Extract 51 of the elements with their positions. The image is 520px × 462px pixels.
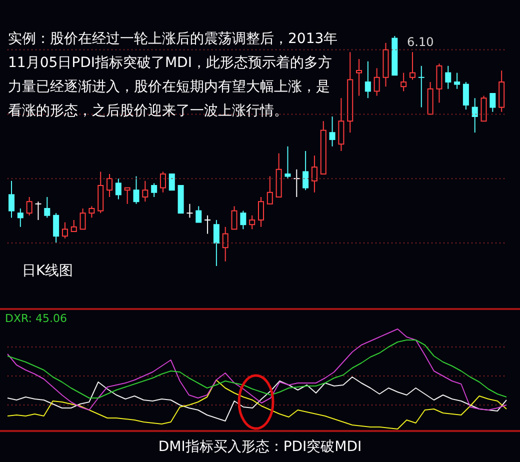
candlestick	[364, 60, 371, 99]
text: DXR: 45.06	[5, 312, 68, 325]
candlestick	[53, 212, 60, 244]
candlestick	[436, 63, 442, 104]
annotation: 6.10	[407, 35, 434, 49]
candlestick	[240, 210, 246, 230]
candlestick	[196, 206, 202, 223]
candlestick	[338, 98, 344, 152]
candlestick	[249, 214, 256, 230]
candlestick	[204, 214, 212, 234]
candlestick	[266, 176, 273, 204]
text: 日K线图	[22, 262, 74, 280]
candlestick	[329, 116, 336, 147]
candlestick	[115, 178, 122, 200]
candlestick	[462, 82, 469, 110]
candlestick	[231, 206, 238, 230]
candlestick	[160, 171, 166, 193]
candlestick	[17, 208, 24, 228]
candlestick	[26, 196, 32, 216]
candlestick	[445, 65, 452, 90]
candlestick	[142, 180, 148, 202]
candlestick	[70, 220, 77, 232]
candlestick	[490, 93, 496, 112]
candlestick	[34, 201, 42, 220]
candlestick	[258, 196, 264, 228]
candlestick	[302, 150, 309, 191]
candlestick	[374, 68, 380, 96]
candlestick	[454, 72, 460, 90]
candlestick	[311, 155, 318, 193]
candlestick	[106, 174, 113, 198]
candlestick	[186, 203, 194, 218]
candlestick	[133, 176, 140, 204]
candlestick	[88, 206, 95, 218]
candlestick	[222, 226, 228, 262]
candlestick	[8, 180, 14, 218]
candlestick	[409, 52, 416, 80]
candlestick	[151, 182, 158, 198]
candlestick	[284, 146, 291, 180]
candlestick	[62, 222, 68, 239]
candlestick	[400, 72, 407, 92]
candlestick	[418, 65, 425, 108]
candlestick	[124, 187, 130, 204]
candlestick	[356, 58, 362, 96]
candlestick	[44, 196, 50, 218]
candlestick	[168, 174, 175, 191]
candlestick	[472, 98, 478, 134]
candlestick	[80, 208, 86, 230]
candlestick	[480, 95, 487, 122]
candlestick	[213, 220, 220, 266]
text: DMI指标买入形态：PDI突破MDI	[157, 438, 363, 456]
annotation: 实例：股价在经过一轮上涨后的震荡调整后，2013年11月05日PDI指标突破了MDI，此形态预示着的多方力量已经逐渐进入，股价在短期内有望大幅上涨，是看涨的形态，之后股价迎来了一波上涨行情。	[8, 30, 339, 121]
